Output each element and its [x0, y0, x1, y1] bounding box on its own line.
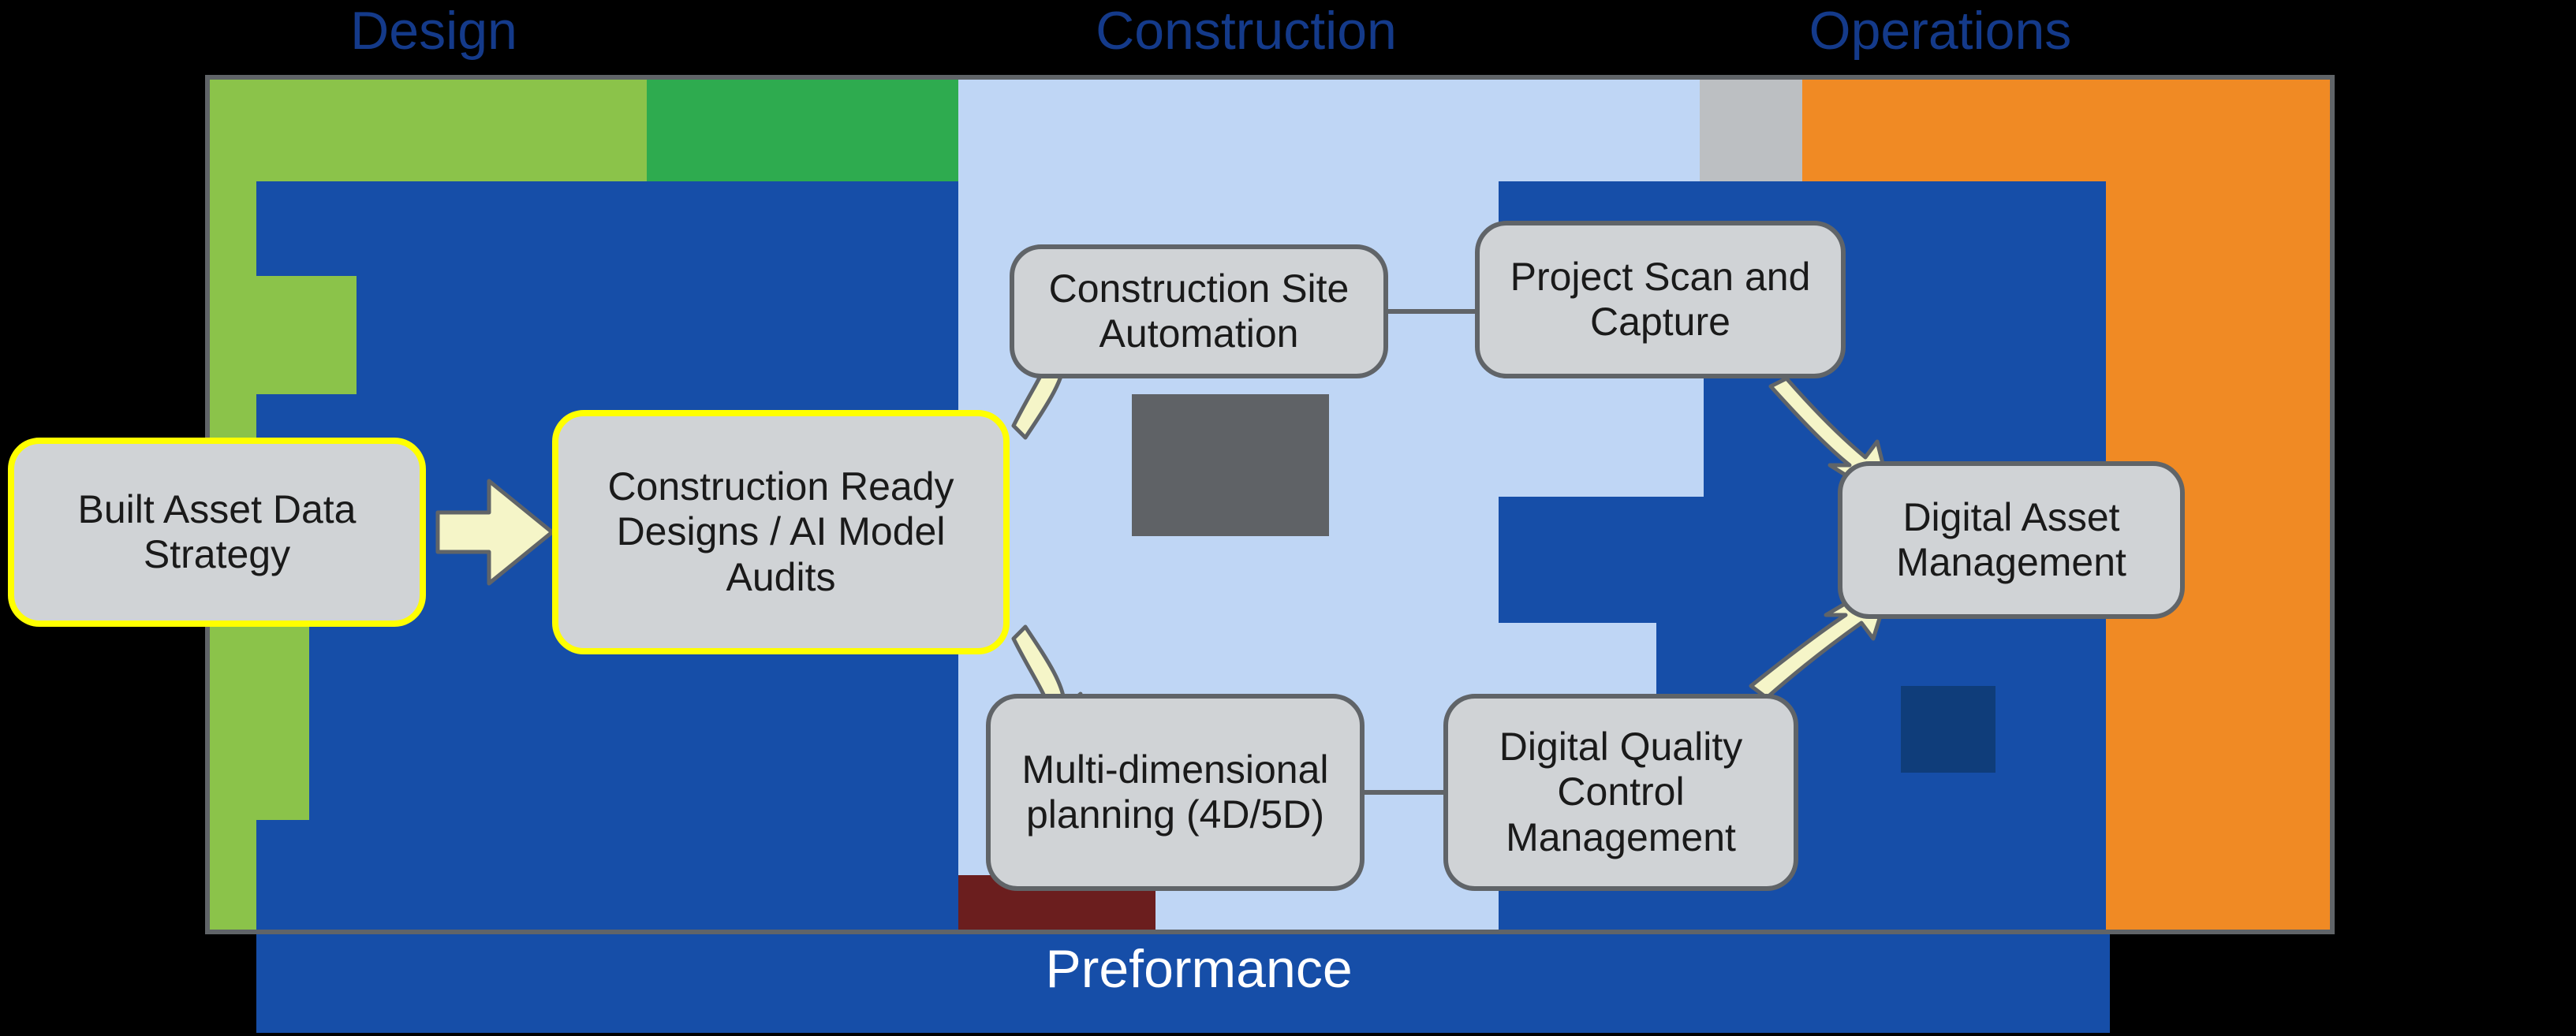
- arrow-a-built-to-ready: [438, 481, 552, 583]
- header-operations: Operations: [1767, 0, 2114, 61]
- header-construction: Construction: [1041, 0, 1451, 61]
- node-dqcm: Digital Quality Control Management: [1443, 694, 1798, 891]
- node-multi-dim: Multi-dimensional planning (4D/5D): [986, 694, 1365, 891]
- footer-performance: Preformance: [994, 938, 1404, 1000]
- node-project-scan: Project Scan and Capture: [1475, 221, 1846, 378]
- node-dam: Digital Asset Management: [1838, 461, 2185, 619]
- header-design: Design: [292, 0, 576, 61]
- node-built-asset: Built Asset Data Strategy: [8, 438, 426, 627]
- node-construction-ready: Construction Ready Designs / AI Model Au…: [552, 410, 1010, 654]
- diagram-stage: Design Construction Operations Preformance B…: [0, 0, 2576, 1036]
- node-site-automation: Construction Site Automation: [1010, 244, 1388, 378]
